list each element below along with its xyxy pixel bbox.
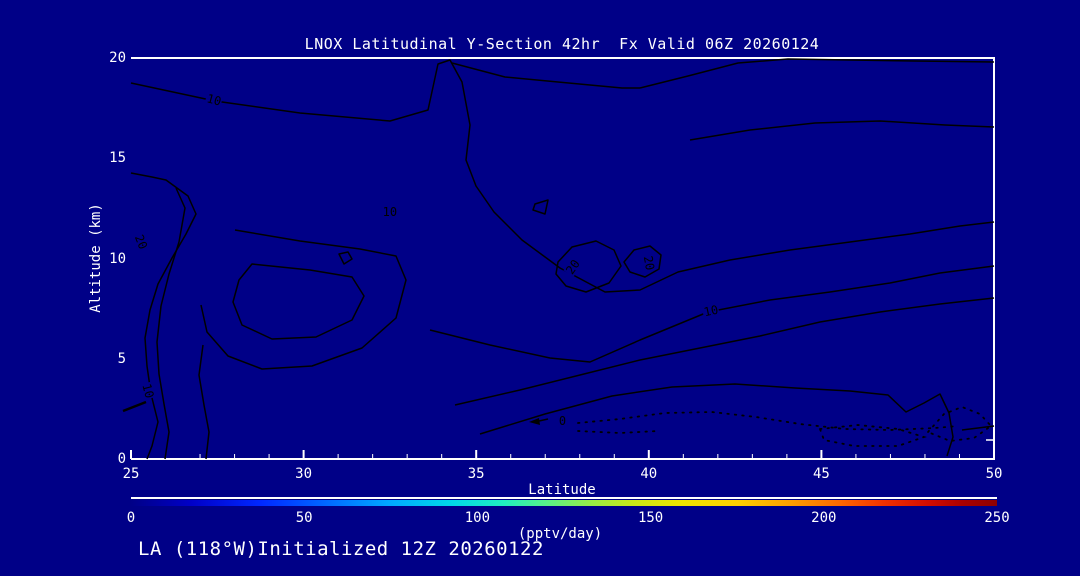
colorbar-tick-label: 150 xyxy=(637,510,664,526)
contour-line xyxy=(156,187,186,460)
y-tick-label: 10 xyxy=(109,250,126,267)
contour-line xyxy=(338,251,353,265)
contour-line-dotted xyxy=(926,406,993,442)
colorbar-tick-label: 100 xyxy=(464,510,491,526)
x-tick-label: 40 xyxy=(640,466,658,482)
y-tick-label: 20 xyxy=(109,50,126,66)
contour-line xyxy=(232,263,365,340)
contour-line xyxy=(555,240,622,293)
colorbar-tick-label: 0 xyxy=(126,510,136,526)
colorbar-gradient xyxy=(131,500,997,506)
contour-line-dotted xyxy=(577,411,959,431)
contour-line xyxy=(130,172,197,460)
contour-value-label: 20 xyxy=(640,253,657,272)
colorbar-tick-label: 250 xyxy=(984,510,1010,526)
x-tick-label: 30 xyxy=(295,466,313,482)
x-tick-label: 50 xyxy=(985,466,1003,482)
x-tick-label: 35 xyxy=(467,466,485,482)
colorbar-axis-line xyxy=(131,497,997,499)
contour-line xyxy=(454,297,995,406)
zero-contour-tail xyxy=(538,418,549,422)
x-tick-label: 45 xyxy=(812,466,830,482)
plot-frame xyxy=(131,57,995,460)
chart-title: LNOX Latitudinal Y-Section 42hr Fx Valid… xyxy=(304,35,820,53)
zero-contour-dotted xyxy=(577,406,993,447)
contour-line xyxy=(479,383,954,457)
colorbar-tick-label: 200 xyxy=(811,510,837,526)
x-tick-label: 25 xyxy=(122,466,140,482)
contour-line xyxy=(198,344,210,460)
y-tick-label: 5 xyxy=(117,350,126,367)
contour-line xyxy=(451,62,640,89)
contour-line xyxy=(689,120,995,141)
init-info-text: LA (118°W)Initialized 12Z 20260122 xyxy=(138,538,544,560)
contour-value-label: 0 xyxy=(557,413,568,428)
contour-value-label: 10 xyxy=(204,91,224,109)
contour-line xyxy=(532,199,549,215)
colorbar-tick-label: 50 xyxy=(295,510,313,526)
contour-line xyxy=(961,425,995,431)
contour-lines xyxy=(122,58,995,460)
y-tick-label: 15 xyxy=(109,150,126,167)
zero-contour-arrowhead xyxy=(529,418,540,425)
contour-line-dotted xyxy=(577,430,659,434)
contour-line xyxy=(122,400,147,413)
contour-line xyxy=(130,59,995,293)
contour-value-label: 10 xyxy=(701,302,721,319)
y-tick-label: 0 xyxy=(117,451,126,467)
axis-ticks xyxy=(130,439,995,459)
colorbar-units-label: (pptv/day) xyxy=(517,526,603,542)
x-axis-title: Latitude xyxy=(528,482,596,498)
contour-line-dotted xyxy=(818,424,927,447)
contour-line xyxy=(639,58,995,89)
contour-line xyxy=(623,245,662,278)
contour-value-label: 10 xyxy=(381,205,399,220)
contour-line xyxy=(200,229,407,370)
